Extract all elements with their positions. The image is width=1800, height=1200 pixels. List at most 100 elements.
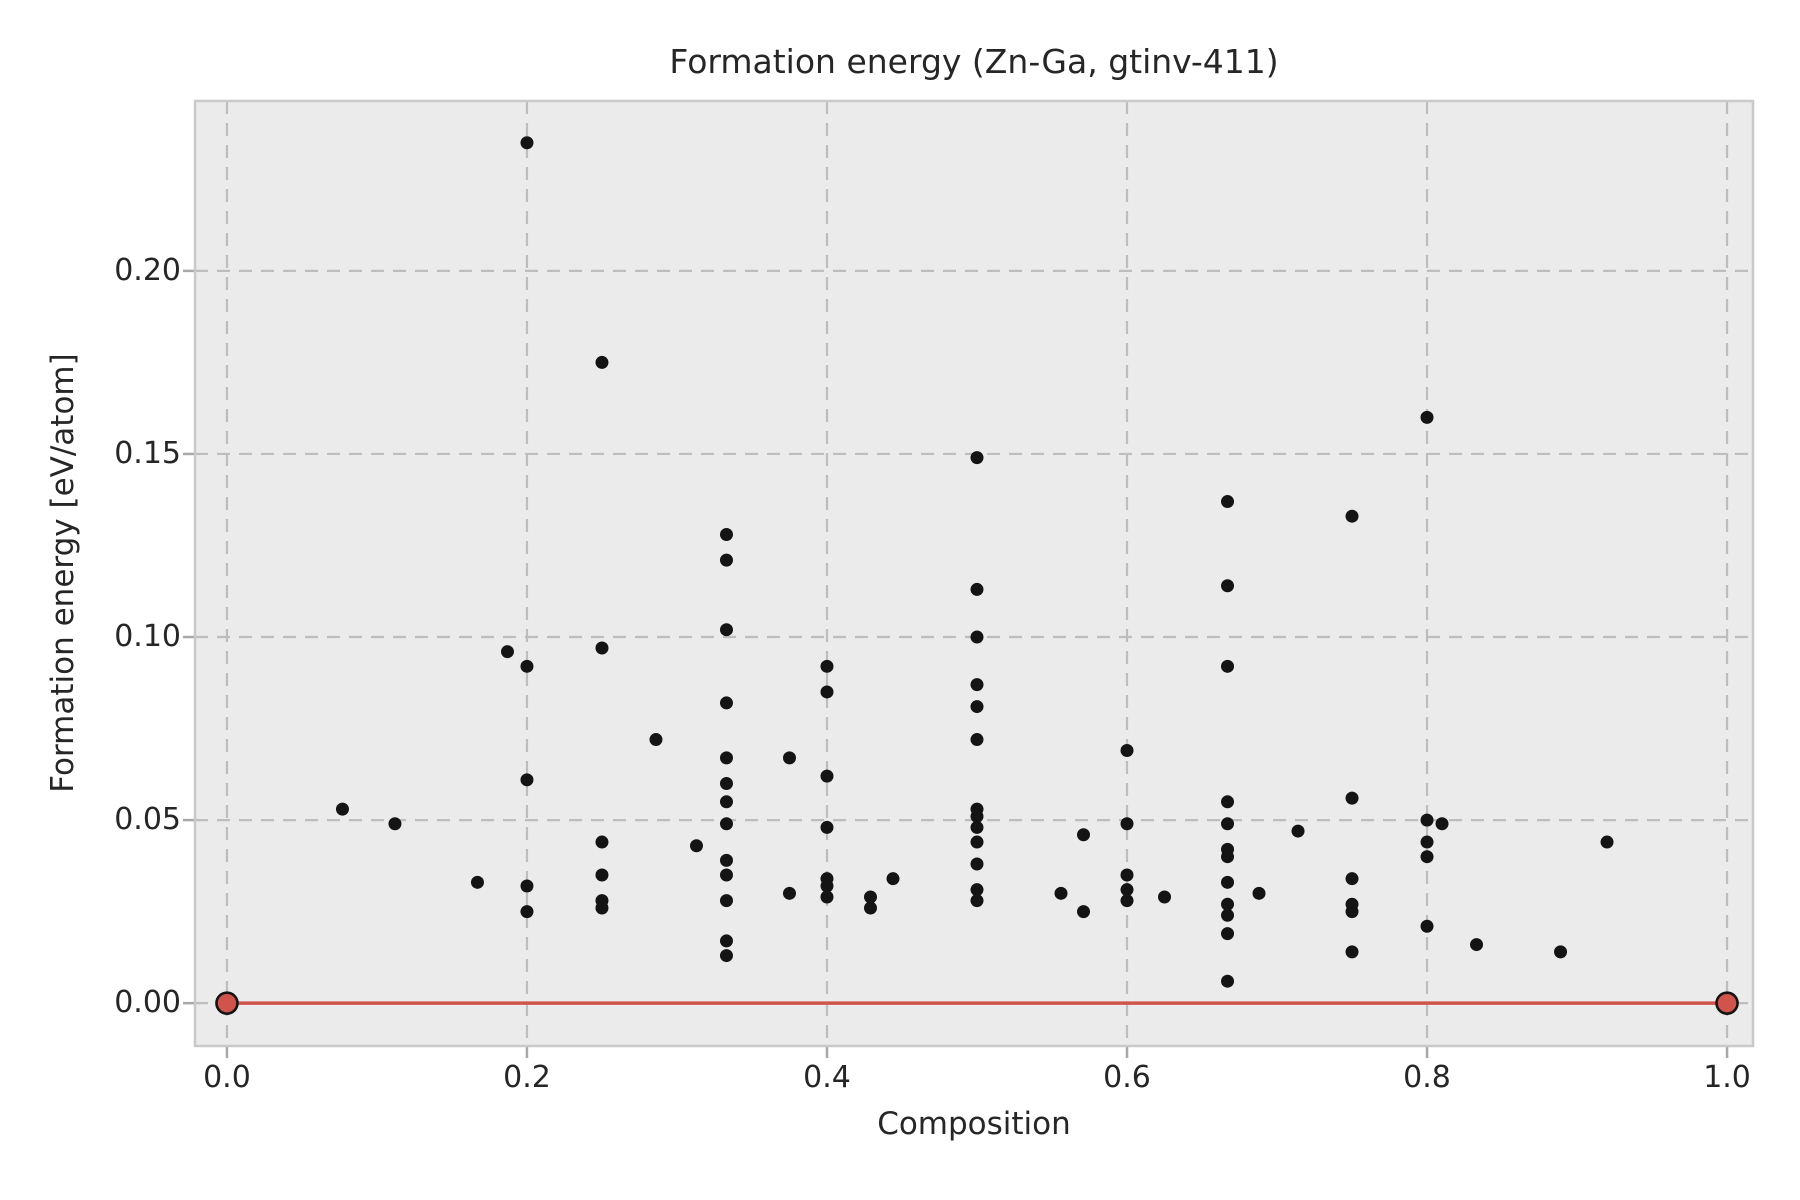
data-point — [863, 901, 877, 915]
data-point — [500, 645, 514, 659]
data-point — [595, 901, 609, 915]
data-point — [1420, 850, 1434, 864]
data-point — [1221, 927, 1235, 941]
data-point — [595, 355, 609, 369]
data-point — [649, 733, 663, 747]
data-point — [970, 451, 984, 465]
data-point — [470, 875, 484, 889]
data-point — [719, 696, 733, 710]
data-point — [970, 883, 984, 897]
data-point — [719, 853, 733, 867]
data-point — [719, 949, 733, 963]
hull-vertex-marker — [1715, 991, 1739, 1015]
x-tick-label: 0.2 — [503, 1060, 551, 1095]
data-point — [1077, 905, 1091, 919]
data-point — [1221, 850, 1235, 864]
x-tick-label: 0.4 — [803, 1060, 851, 1095]
data-point — [1345, 872, 1359, 886]
data-point — [970, 857, 984, 871]
x-tick-label: 0.8 — [1403, 1060, 1451, 1095]
data-point — [1120, 868, 1134, 882]
data-point — [595, 868, 609, 882]
data-point — [782, 751, 796, 765]
data-point — [520, 879, 534, 893]
data-point — [1420, 410, 1434, 424]
data-point — [1120, 894, 1134, 908]
data-point — [970, 809, 984, 823]
data-point — [820, 879, 834, 893]
data-point — [820, 659, 834, 673]
data-point — [335, 802, 349, 816]
plot-border — [193, 99, 1755, 1048]
data-point — [719, 795, 733, 809]
chart-title: Formation energy (Zn-Ga, gtinv-411) — [669, 42, 1279, 81]
data-point — [782, 886, 796, 900]
data-point — [595, 641, 609, 655]
data-point — [1345, 509, 1359, 523]
data-point — [970, 700, 984, 714]
data-point — [1120, 883, 1134, 897]
data-point — [1221, 875, 1235, 889]
data-point — [820, 685, 834, 699]
data-point — [1221, 908, 1235, 922]
x-tick-label: 0.6 — [1103, 1060, 1151, 1095]
data-point — [1420, 813, 1434, 827]
data-point — [520, 136, 534, 150]
data-point — [970, 835, 984, 849]
data-point — [970, 820, 984, 834]
x-tick-label: 1.0 — [1703, 1060, 1751, 1095]
data-point — [886, 872, 900, 886]
x-tick-label: 0.0 — [203, 1060, 251, 1095]
data-point — [719, 868, 733, 882]
y-axis-label: Formation energy [eV/atom] — [45, 353, 81, 793]
data-point — [970, 582, 984, 596]
data-point — [1221, 795, 1235, 809]
data-point — [719, 934, 733, 948]
data-point — [520, 905, 534, 919]
data-point — [1435, 817, 1449, 831]
hull-vertex-marker — [215, 991, 239, 1015]
data-point — [1221, 495, 1235, 509]
data-point — [1221, 897, 1235, 911]
data-point — [1221, 579, 1235, 593]
y-tick-label: 0.05 — [114, 802, 181, 838]
data-point — [970, 678, 984, 692]
data-point — [1158, 890, 1172, 904]
data-point — [1470, 938, 1484, 952]
data-point — [689, 839, 703, 853]
data-point — [1420, 835, 1434, 849]
data-point — [1345, 945, 1359, 959]
data-point — [970, 733, 984, 747]
data-point — [820, 890, 834, 904]
data-point — [820, 820, 834, 834]
data-point — [970, 894, 984, 908]
data-point — [1252, 886, 1266, 900]
data-point — [1221, 659, 1235, 673]
y-tick-label: 0.15 — [114, 435, 181, 471]
data-point — [520, 659, 534, 673]
y-tick-label: 0.10 — [114, 619, 181, 655]
data-point — [1120, 744, 1134, 758]
data-point — [1600, 835, 1614, 849]
data-point — [1554, 945, 1568, 959]
y-tick-label: 0.00 — [114, 985, 181, 1021]
data-point — [1221, 974, 1235, 988]
data-point — [1291, 824, 1305, 838]
data-point — [719, 528, 733, 542]
data-point — [1054, 886, 1068, 900]
data-point — [719, 817, 733, 831]
data-point — [1120, 817, 1134, 831]
data-point — [719, 894, 733, 908]
data-point — [719, 623, 733, 637]
data-point — [719, 776, 733, 790]
x-axis-label: Composition — [877, 1106, 1071, 1142]
data-point — [863, 890, 877, 904]
y-tick-label: 0.20 — [114, 252, 181, 288]
data-point — [595, 835, 609, 849]
data-point — [1345, 791, 1359, 805]
data-point — [1345, 905, 1359, 919]
data-point — [388, 817, 402, 831]
data-point — [970, 630, 984, 644]
